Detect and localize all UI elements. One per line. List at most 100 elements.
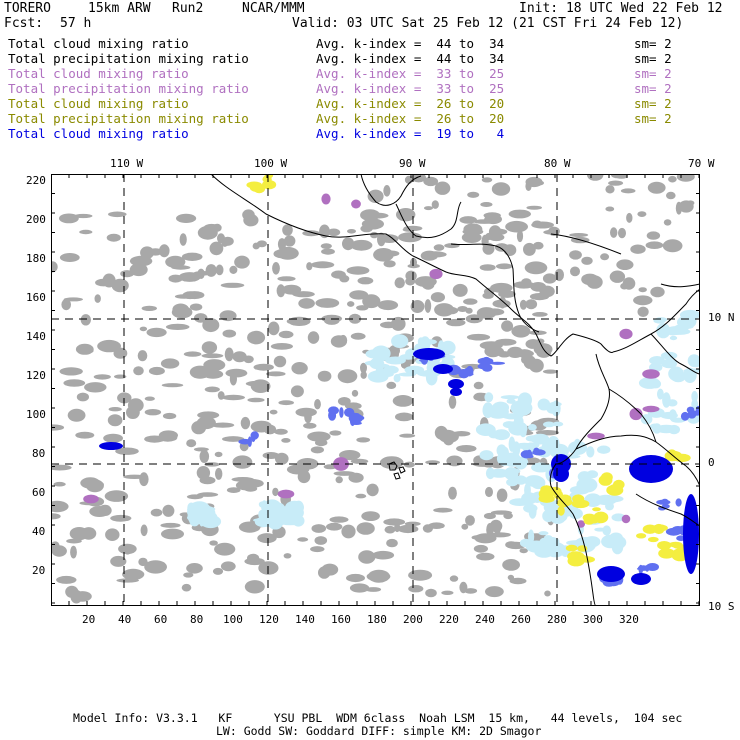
cloud-blob <box>565 544 578 552</box>
cloud-blob <box>51 261 58 273</box>
cloud-blob <box>597 566 625 582</box>
cloud-blob <box>658 548 675 559</box>
lon-label: 70 W <box>688 157 715 170</box>
cloud-blob <box>162 504 175 517</box>
cloud-blob <box>581 256 593 265</box>
cloud-blob <box>656 323 671 339</box>
graticule <box>51 174 700 606</box>
cloud-blob <box>657 541 672 550</box>
cloud-blob <box>365 587 382 592</box>
cloud-blob <box>602 495 624 503</box>
cloud-blob <box>651 524 668 532</box>
cloud-blob <box>339 407 344 418</box>
cloud-blob <box>583 517 595 525</box>
cloud-blob <box>80 314 91 326</box>
cloud-blob <box>424 206 433 211</box>
cloud-blob <box>465 372 474 376</box>
cloud-blob <box>629 407 643 421</box>
cloud-blob <box>186 439 197 448</box>
cloud-blob <box>683 367 697 383</box>
forecast-label: Fcst: <box>4 16 44 31</box>
cloud-blob <box>408 585 424 593</box>
cloud-blob <box>533 241 544 250</box>
cloud-blob <box>686 314 697 328</box>
cloud-blob <box>165 323 190 330</box>
cloud-blob <box>367 189 384 203</box>
cloud-blob <box>553 490 563 500</box>
x-tick-label: 200 <box>403 613 423 626</box>
cloud-blob <box>203 359 226 371</box>
cloud-blob <box>302 230 321 237</box>
cloud-blob <box>675 498 682 507</box>
cloud-blob <box>179 233 187 246</box>
legend-field: Total precipitation mixing ratio <box>8 111 249 126</box>
cloud-blob <box>212 567 224 575</box>
cloud-blob <box>303 422 317 429</box>
galapagos-island <box>398 466 406 474</box>
cloud-blob <box>196 466 211 480</box>
cloud-blob <box>108 211 127 218</box>
cloud-blob <box>461 232 482 243</box>
cloud-blob <box>348 313 362 324</box>
cloud-blob <box>495 263 513 270</box>
cloud-blob <box>349 290 369 300</box>
cloud-blob <box>222 329 237 338</box>
cloud-blob <box>277 489 295 499</box>
cloud-blob <box>250 379 271 393</box>
cloud-blob <box>59 253 80 262</box>
cloud-blob <box>194 313 208 323</box>
cloud-blob <box>120 270 134 278</box>
cloud-blob <box>566 540 588 546</box>
cloud-blob <box>479 264 496 271</box>
cloud-blob <box>306 262 313 271</box>
cloud-blob <box>197 492 219 497</box>
cloud-blob <box>160 522 181 528</box>
cloud-blob <box>525 339 541 349</box>
border-ecuador-peru <box>575 434 657 450</box>
legend-smoothing: sm= 2 <box>634 96 672 111</box>
cloud-blob <box>150 508 163 517</box>
cloud-blob <box>297 470 311 484</box>
lat-label: 10 S <box>708 600 735 613</box>
coastline-hispaniola <box>660 283 700 288</box>
cloud-blob <box>592 507 601 512</box>
cloud-blob <box>626 212 633 223</box>
cloud-blob <box>320 243 332 249</box>
cloud-blob <box>513 281 535 289</box>
legend-k-index: Avg. k-index = 33 to 25 <box>316 66 505 81</box>
cloud-blob <box>176 213 197 223</box>
cloud-blob <box>526 454 534 459</box>
cloud-blob <box>209 241 224 256</box>
cloud-blob <box>209 540 218 546</box>
cloud-blob <box>448 395 457 409</box>
cloud-blob <box>386 538 398 548</box>
cloud-blob <box>137 350 148 362</box>
map-canvas <box>51 174 700 606</box>
cloud-blob <box>321 563 339 576</box>
cloud-blob <box>73 591 92 602</box>
cloud-blob <box>358 550 376 564</box>
cloud-blob <box>329 516 349 523</box>
cloud-blob <box>224 313 235 319</box>
lon-label: 90 W <box>399 157 426 170</box>
cloud-blob <box>484 214 502 225</box>
cloud-blob <box>197 225 218 240</box>
legend-k-index: Avg. k-index = 26 to 20 <box>316 96 505 111</box>
cloud-blob <box>516 229 524 243</box>
cloud-blob <box>199 449 210 463</box>
coastline-caribbean <box>450 243 540 333</box>
cloud-blob <box>333 471 356 476</box>
cloud-blob <box>172 303 189 316</box>
cloud-blob <box>278 400 294 406</box>
cloud-blob <box>449 575 459 582</box>
cloud-blob <box>559 498 573 507</box>
cloud-blob <box>606 484 624 496</box>
cloud-blob <box>97 339 121 353</box>
legend-row: Total precipitation mixing ratio Avg. k-… <box>8 51 736 66</box>
cloud-blob <box>181 583 192 592</box>
cloud-blob <box>530 476 546 490</box>
map-background <box>51 174 700 606</box>
cloud-blob <box>144 560 167 574</box>
cloud-blob <box>268 321 280 336</box>
cloud-blob <box>496 444 507 457</box>
